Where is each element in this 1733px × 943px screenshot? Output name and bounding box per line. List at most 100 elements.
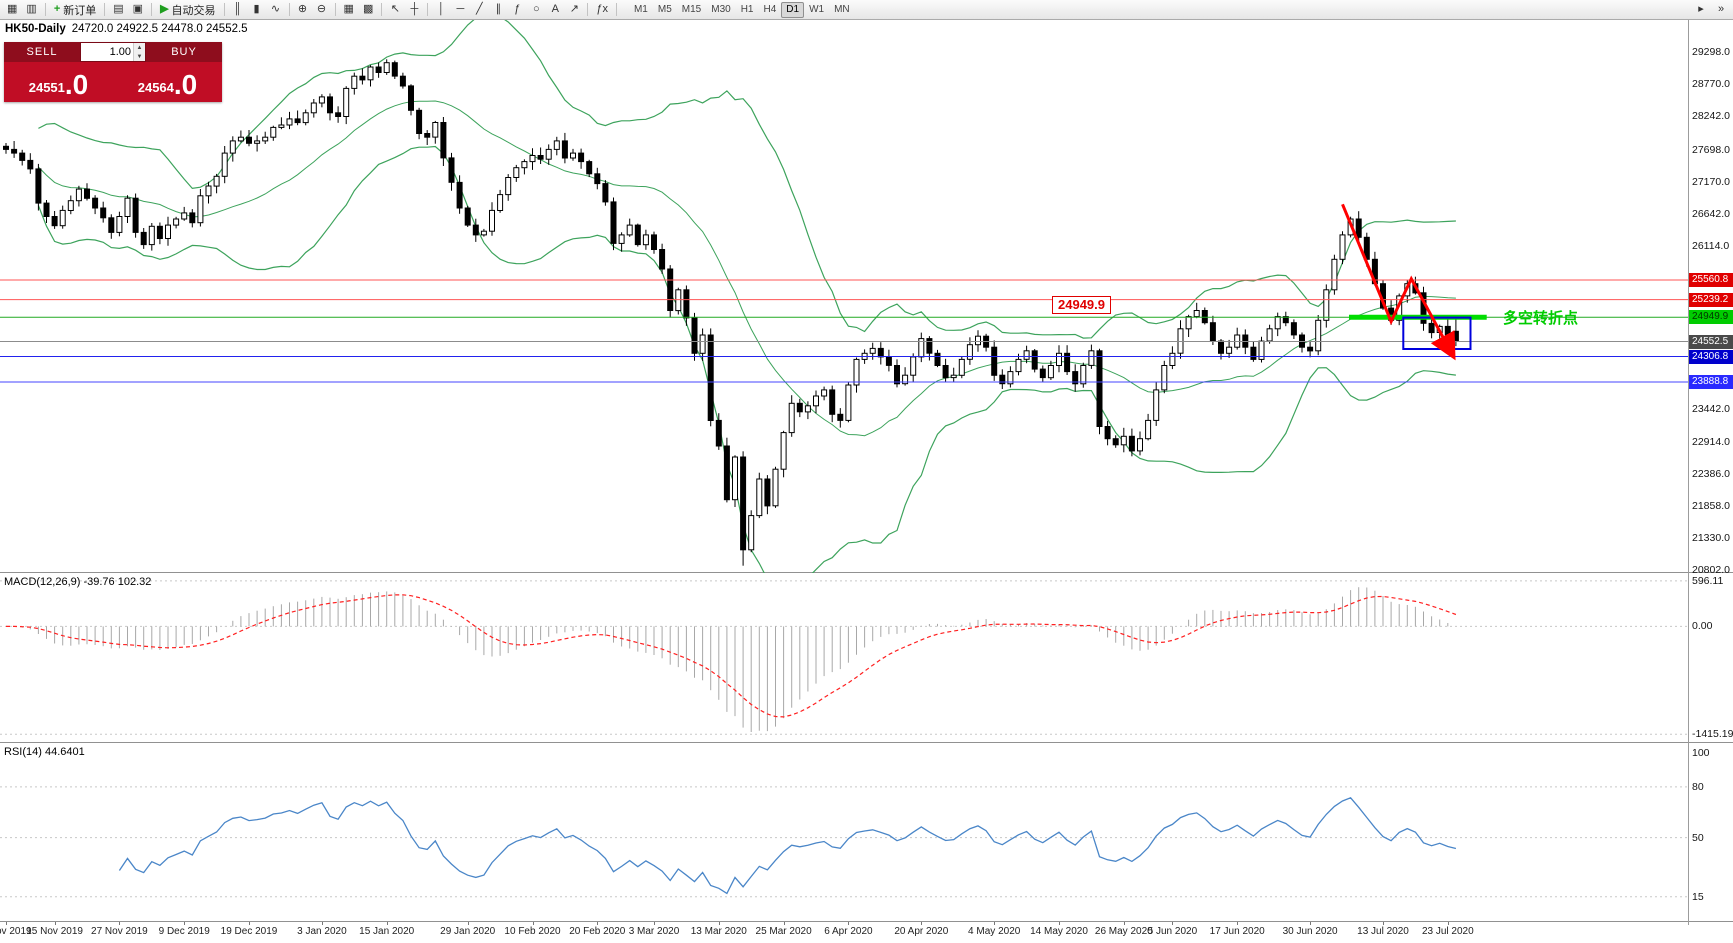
- timeframe-h1[interactable]: H1: [740, 4, 754, 15]
- spinner-up-icon: ▲: [136, 44, 143, 51]
- symbol-label: HK50-Daily: [5, 23, 66, 35]
- price-axis-tick: 23442.0: [1692, 403, 1730, 416]
- time-axis-tick: [783, 922, 785, 925]
- buy-price[interactable]: 24564.0: [113, 62, 222, 102]
- timeframe-h4[interactable]: H4: [763, 4, 777, 15]
- macd-axis-tick: 0.00: [1692, 620, 1713, 633]
- time-axis-tick: [249, 922, 250, 925]
- time-axis-label: 15 Jan 2020: [359, 926, 415, 937]
- macd-signal-line: [6, 594, 1457, 718]
- price-axis-badge: 23888.8: [1689, 375, 1733, 390]
- rsi-panel[interactable]: RSI(14) 44.6401 100 80 50 15: [0, 743, 1733, 922]
- channel-icon[interactable]: ∥: [489, 1, 507, 18]
- price-axis-tick: 27170.0: [1692, 175, 1730, 188]
- timeframe-d1[interactable]: D1: [781, 1, 805, 18]
- macd-axis-tick: -1415.19: [1692, 728, 1733, 741]
- rsi-axis-tick: 100: [1692, 747, 1710, 760]
- price-axis-badge: 25239.2: [1689, 292, 1733, 307]
- autotrade-button[interactable]: ▶ 自动交易: [156, 1, 219, 18]
- horizontal-line-icon[interactable]: ─: [451, 1, 469, 18]
- price-level-label[interactable]: 24949.9: [1052, 295, 1111, 314]
- zoom-in-icon[interactable]: ⊕: [294, 1, 312, 18]
- line-chart-icon[interactable]: ∿: [267, 1, 285, 18]
- timeframe-group: M1 M5 M15 M30 H1 H4 D1 W1 MN: [629, 1, 855, 18]
- auto-scroll-icon[interactable]: ▸: [1692, 1, 1710, 18]
- trend-arrow: [1341, 203, 1456, 361]
- trendline-icon: ╱: [476, 3, 483, 15]
- time-axis-label: 29 Jan 2020: [440, 926, 496, 937]
- price-axis-tick: 26642.0: [1692, 207, 1730, 220]
- timeframe-m1[interactable]: M1: [633, 4, 648, 15]
- toolbar-separator: [104, 3, 106, 16]
- toolbar-separator: [223, 3, 225, 16]
- arrow-tools-icon[interactable]: ↗: [565, 1, 583, 18]
- chart-profiles-icon: ▥: [26, 3, 37, 15]
- time-axis-label: 7 Nov 2019: [0, 926, 32, 937]
- timeframe-mn[interactable]: MN: [834, 4, 850, 15]
- price-axis-tick: 26114.0: [1692, 240, 1730, 253]
- data-window-icon[interactable]: ▣: [129, 1, 147, 18]
- main-chart-panel[interactable]: HK50-Daily 24720.0 24922.5 24478.0 24552.…: [0, 20, 1733, 576]
- one-click-trading-panel: SELL ▲ ▼ BUY 24551.0 24564.0: [4, 42, 222, 102]
- timeframe-w1[interactable]: W1: [809, 4, 825, 15]
- time-axis-label: 26 May 2020: [1094, 926, 1153, 937]
- volume-decrease-button[interactable]: ▼: [134, 52, 145, 61]
- sell-button[interactable]: SELL: [4, 42, 80, 62]
- crosshair-icon: ┼: [410, 3, 419, 15]
- crosshair-icon[interactable]: ┼: [405, 1, 423, 18]
- timeframe-m30[interactable]: M30: [711, 4, 731, 15]
- new-chart-icon[interactable]: ▦: [3, 1, 21, 18]
- text-icon[interactable]: A: [546, 1, 564, 18]
- time-axis-label: 9 Dec 2019: [158, 926, 210, 937]
- chart-ohlc-header: HK50-Daily 24720.0 24922.5 24478.0 24552.…: [5, 23, 248, 35]
- volume-increase-button[interactable]: ▲: [134, 43, 145, 52]
- shapes-icon: ○: [533, 3, 540, 15]
- bar-chart-icon: ║: [233, 3, 242, 15]
- candlestick-chart-icon[interactable]: ▮: [248, 1, 266, 18]
- cascade-windows-icon: ▩: [362, 3, 374, 15]
- cascade-windows-icon[interactable]: ▩: [359, 1, 377, 18]
- macd-panel[interactable]: MACD(12,26,9) -39.76 102.32 596.11 0.00 -1…: [0, 573, 1733, 743]
- timeframe-m5[interactable]: M5: [657, 4, 672, 15]
- new-order-button[interactable]: + 新订单: [50, 1, 100, 18]
- rsi-chart: [0, 786, 1688, 898]
- turning-point-label[interactable]: 多空转折点: [1503, 307, 1578, 328]
- vertical-line-icon[interactable]: │: [432, 1, 450, 18]
- zoom-out-icon: ⊖: [316, 3, 327, 15]
- time-axis-tick: [6, 922, 7, 925]
- time-axis-tick: [718, 922, 720, 925]
- chart-shift-icon[interactable]: »: [1712, 1, 1730, 18]
- volume-input[interactable]: [81, 43, 133, 61]
- shapes-icon[interactable]: ○: [527, 1, 545, 18]
- data-window-icon: ▣: [132, 3, 144, 15]
- cursor-icon[interactable]: ↖: [386, 1, 404, 18]
- toolbar-separator: [151, 3, 153, 16]
- sell-price[interactable]: 24551.0: [4, 62, 113, 102]
- trendline-icon[interactable]: ╱: [470, 1, 488, 18]
- bollinger-middle-band: [38, 100, 1456, 437]
- market-watch-icon[interactable]: ▤: [109, 1, 127, 18]
- time-axis-label: 17 Jun 2020: [1209, 926, 1265, 937]
- buy-button[interactable]: BUY: [146, 42, 222, 62]
- sell-price-main: 24551: [28, 80, 65, 95]
- vertical-line-icon: │: [437, 3, 445, 15]
- text-icon: A: [551, 3, 560, 15]
- time-axis-tick: [1310, 922, 1312, 925]
- zoom-in-icon: ⊕: [297, 3, 308, 15]
- turning-point-text: 多空转折点: [1503, 310, 1579, 328]
- zoom-out-icon[interactable]: ⊖: [313, 1, 331, 18]
- time-axis-tick: [184, 922, 186, 925]
- fibonacci-icon[interactable]: ƒ: [508, 1, 526, 18]
- chart-profiles-icon[interactable]: ▥: [22, 1, 40, 18]
- indicators-icon[interactable]: ƒx: [592, 1, 612, 18]
- bar-chart-icon[interactable]: ║: [229, 1, 247, 18]
- tile-windows-icon[interactable]: ▦: [340, 1, 358, 18]
- price-axis-tick: 29298.0: [1692, 45, 1730, 58]
- time-axis-tick: [848, 922, 850, 925]
- time-axis-tick: [321, 922, 323, 925]
- price-axis-tick: 27698.0: [1692, 143, 1730, 156]
- price-axis-badge: 24306.8: [1689, 349, 1733, 364]
- macd-label: MACD(12,26,9) -39.76 102.32: [4, 576, 152, 588]
- timeframe-m15[interactable]: M15: [681, 4, 702, 15]
